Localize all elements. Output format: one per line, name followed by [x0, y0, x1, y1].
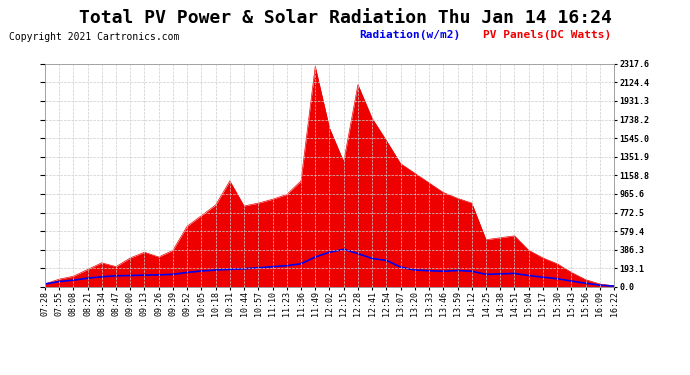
- Text: Copyright 2021 Cartronics.com: Copyright 2021 Cartronics.com: [9, 32, 179, 42]
- Text: PV Panels(DC Watts): PV Panels(DC Watts): [483, 30, 611, 40]
- Text: Radiation(w/m2): Radiation(w/m2): [359, 30, 460, 40]
- Text: Total PV Power & Solar Radiation Thu Jan 14 16:24: Total PV Power & Solar Radiation Thu Jan…: [79, 9, 611, 27]
